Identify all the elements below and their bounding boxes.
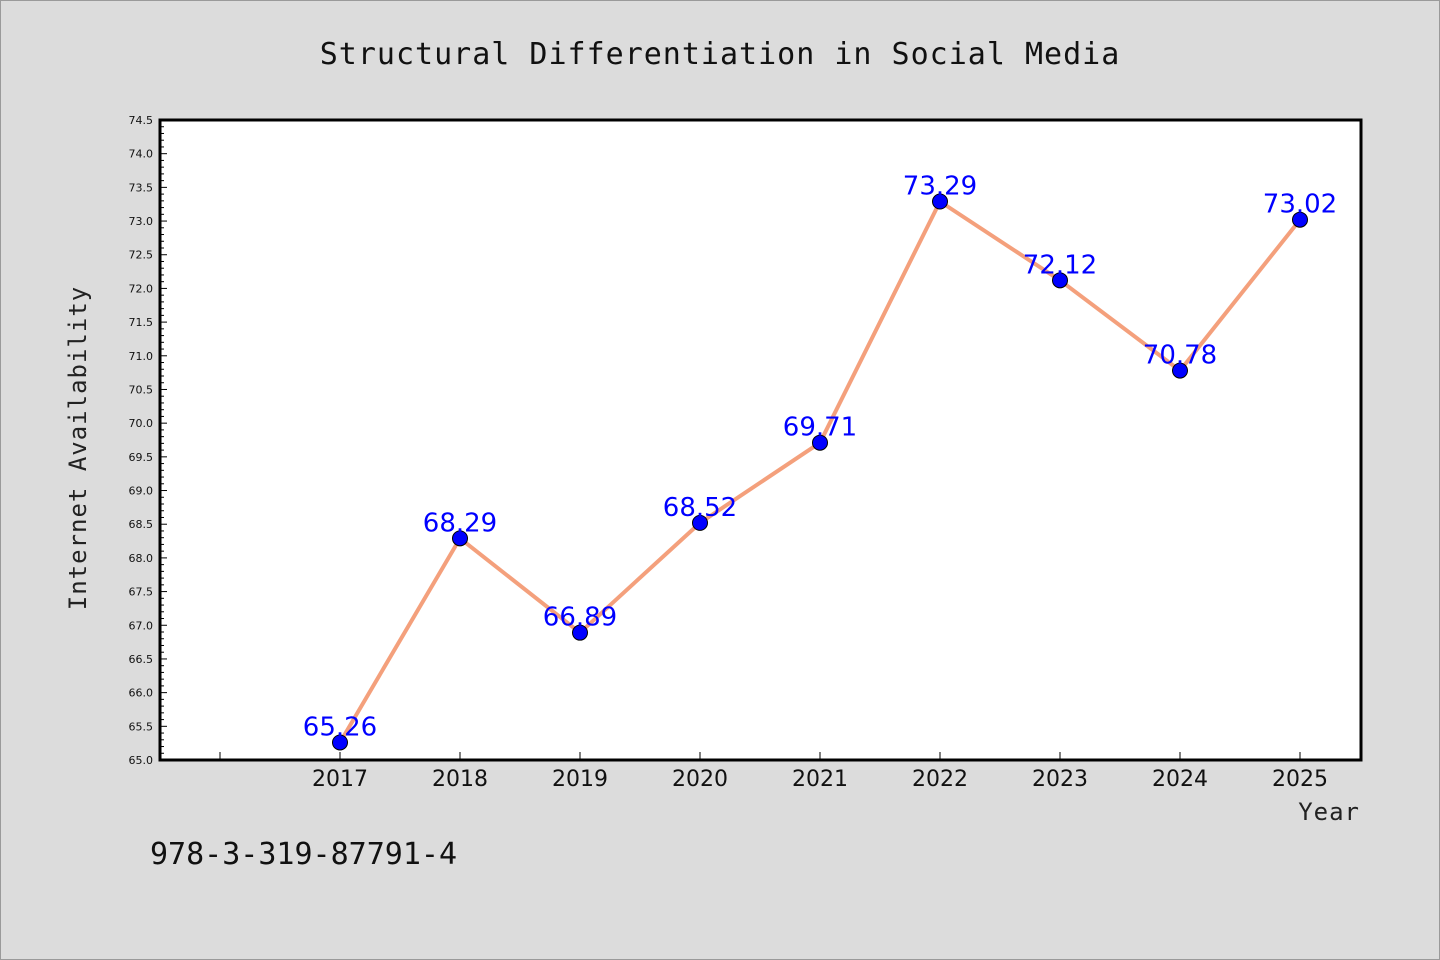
data-point	[1172, 362, 1188, 379]
x-tick-label: 2017	[312, 767, 368, 792]
data-label: 72.12	[1023, 250, 1097, 280]
y-tick-label: 66.0	[129, 687, 154, 700]
y-tick-label: 66.5	[129, 653, 154, 666]
y-tick-label: 69.5	[129, 451, 154, 464]
x-tick-label: 2021	[792, 767, 848, 792]
x-axis: 2017 2018 2019 2020 2021 2022 2023 2024 2025	[219, 752, 1328, 792]
chart-title: Structural Differentiation in Social Med…	[320, 37, 1121, 72]
data-point	[1052, 272, 1068, 289]
series-layer: 65.26 68.29 66.89 68.52 69.71 73.29 72.12 70.78…	[303, 172, 1337, 751]
data-point	[812, 434, 828, 451]
y-tick-label: 72.5	[129, 249, 154, 262]
data-point	[332, 734, 348, 751]
data-point	[932, 193, 948, 210]
x-tick-label: 2018	[432, 767, 488, 792]
y-tick-label: 71.0	[129, 350, 154, 363]
y-tick-label: 71.5	[129, 316, 154, 329]
y-tick-label: 65.5	[129, 720, 154, 733]
isbn-annotation: 978-3-319-87791-4	[150, 837, 457, 872]
y-axis: 65.0 65.5 66.0 66.5 67.0 67.5 68.0 68.5 69.0 69.5…	[129, 114, 167, 767]
y-axis-title: Internet Availability	[64, 286, 92, 610]
y-tick-label: 70.5	[129, 383, 154, 396]
data-point	[572, 624, 588, 641]
y-tick-label: 72.0	[129, 282, 154, 295]
data-label: 68.52	[663, 493, 737, 523]
data-label: 65.26	[303, 712, 377, 742]
x-tick-label: 2022	[912, 767, 968, 792]
x-tick-label: 2025	[1272, 767, 1328, 792]
y-tick-label: 69.0	[129, 485, 154, 498]
data-point	[452, 530, 468, 547]
y-tick-label: 68.5	[129, 518, 154, 531]
y-tick-label: 73.0	[129, 215, 154, 228]
data-label: 66.89	[543, 603, 617, 633]
y-tick-label: 68.0	[129, 552, 154, 565]
data-point	[1292, 211, 1308, 228]
y-tick-label: 74.0	[129, 148, 154, 161]
data-label: 69.71	[783, 413, 857, 443]
data-label: 70.78	[1143, 341, 1217, 371]
x-axis-title: Year	[1298, 798, 1360, 826]
y-tick-label: 70.0	[129, 417, 154, 430]
y-tick-label: 67.5	[129, 586, 154, 599]
y-tick-label: 67.0	[129, 619, 154, 632]
plot-area	[158, 118, 1363, 762]
x-tick-label: 2020	[672, 767, 728, 792]
x-tick-label: 2019	[552, 767, 608, 792]
x-tick-label: 2024	[1152, 767, 1208, 792]
data-label: 73.02	[1263, 190, 1337, 220]
y-tick-label: 73.5	[129, 181, 154, 194]
data-point	[692, 514, 708, 531]
y-tick-label: 74.5	[129, 114, 154, 127]
x-tick-label: 2023	[1032, 767, 1088, 792]
data-label: 73.29	[903, 172, 977, 202]
data-label: 68.29	[423, 508, 497, 538]
y-tick-label: 65.0	[129, 754, 154, 767]
